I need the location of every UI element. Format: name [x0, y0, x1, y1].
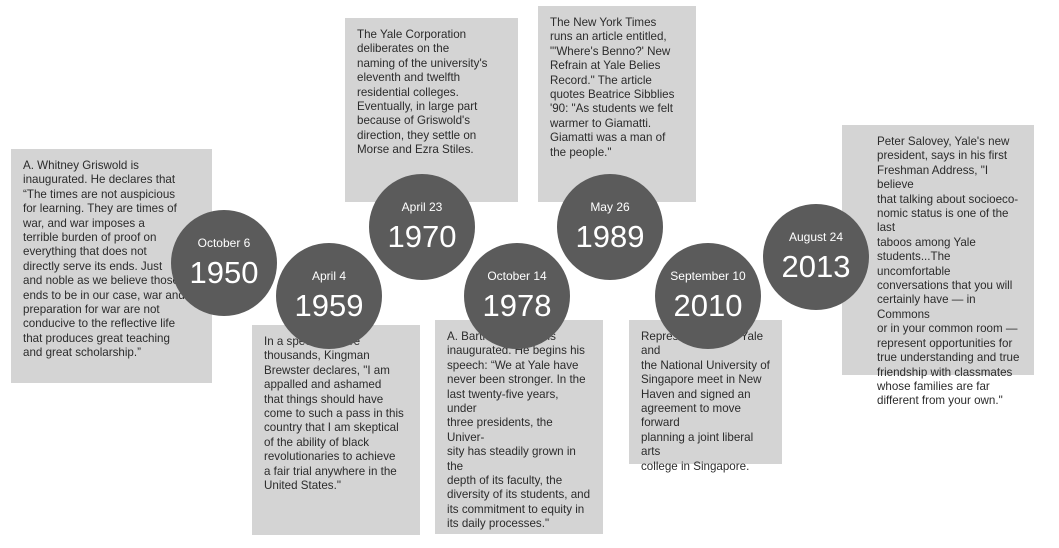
event-date: August 24	[788, 230, 844, 244]
event-date: May 26	[590, 200, 630, 214]
event-marker-1978: October 14 1978	[464, 243, 570, 349]
event-marker-2010: September 10 2010	[655, 243, 761, 349]
event-text-1970: The Yale Corporation deliberates on the …	[345, 18, 518, 202]
event-text-2010: Representatives of Yale and the National…	[629, 320, 782, 473]
event-date: October 6	[197, 236, 251, 250]
event-marker-2013: August 24 2013	[763, 204, 869, 310]
event-date: April 23	[401, 200, 443, 214]
event-marker-1950: October 6 1950	[171, 210, 277, 316]
event-year: 1978	[482, 288, 552, 323]
event-year: 1950	[189, 255, 259, 290]
event-marker-1959: April 4 1959	[276, 243, 382, 349]
event-text-1989: The New York Times runs an article entit…	[538, 6, 696, 202]
event-text-1959: In a speech before thousands, Kingman Br…	[252, 325, 420, 535]
event-year: 1959	[294, 288, 364, 323]
event-year: 1970	[387, 219, 457, 254]
event-year: 2013	[781, 249, 851, 284]
event-date: September 10	[670, 269, 746, 283]
event-date: April 4	[311, 269, 346, 283]
event-text-1978: A. Bartlett Giamatti is inaugurated. He …	[435, 320, 603, 534]
event-text-2013: Peter Salovey, Yale's new president, say…	[842, 125, 1034, 407]
event-marker-1989: May 26 1989	[557, 174, 663, 280]
event-marker-1970: April 23 1970	[369, 174, 475, 280]
event-date: October 14	[487, 269, 547, 283]
event-year: 2010	[673, 288, 743, 323]
event-year: 1989	[575, 219, 645, 254]
